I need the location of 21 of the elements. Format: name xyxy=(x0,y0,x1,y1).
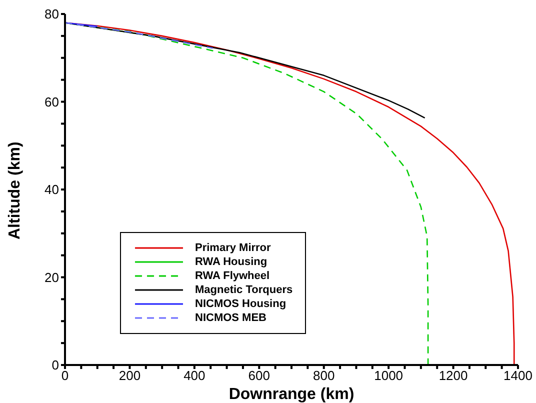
x-tick-label: 200 xyxy=(118,368,141,384)
y-axis-title: Altitude (km) xyxy=(6,142,24,240)
legend-label: NICMOS MEB xyxy=(195,312,266,324)
x-tick-label: 600 xyxy=(248,368,270,384)
x-tick-label: 800 xyxy=(313,368,335,384)
legend-label: NICMOS Housing xyxy=(195,298,286,310)
legend-label: Magnetic Torquers xyxy=(195,284,293,296)
legend-label: RWA Housing xyxy=(195,256,268,268)
y-tick-label: 80 xyxy=(44,6,59,22)
x-axis-title: Downrange (km) xyxy=(228,386,354,403)
x-tick-label: 1400 xyxy=(504,368,532,384)
x-tick-label: 400 xyxy=(184,368,206,384)
legend-label: RWA Flywheel xyxy=(195,270,270,282)
y-tick-label: 60 xyxy=(44,94,59,110)
y-tick-label: 20 xyxy=(44,270,59,285)
x-tick-label: 1200 xyxy=(438,368,468,384)
y-tick-label: 40 xyxy=(44,182,59,198)
y-tick-label: 0 xyxy=(52,358,59,373)
x-tick-label: 0 xyxy=(61,368,69,384)
legend-label: Primary Mirror xyxy=(195,242,271,254)
x-tick-label: 1000 xyxy=(374,368,404,384)
